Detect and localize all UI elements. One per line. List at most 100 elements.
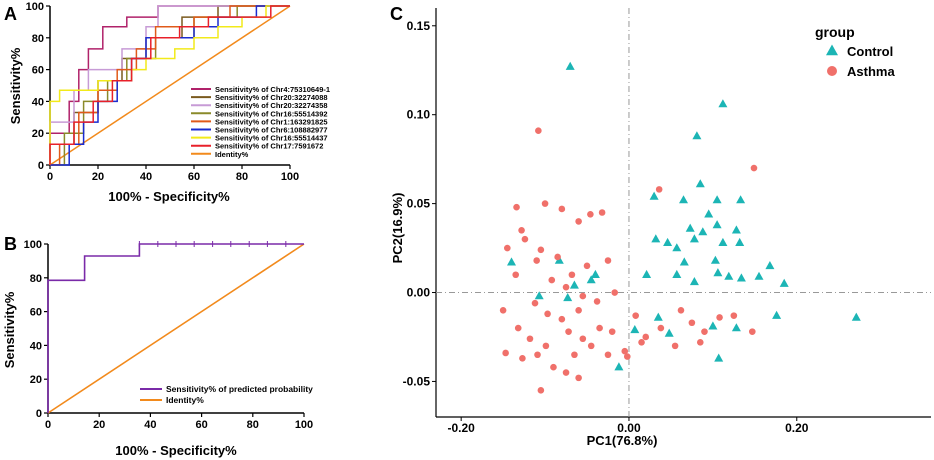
control-point	[712, 195, 722, 204]
control-point	[736, 273, 746, 282]
asthma-point	[531, 299, 539, 307]
legend-label: Identity%	[215, 150, 249, 159]
control-point	[714, 353, 724, 362]
asthma-point	[542, 342, 550, 350]
y-tick-label: 20	[30, 374, 42, 386]
asthma-point	[565, 328, 572, 335]
asthma-point	[623, 353, 631, 360]
roc-curve	[47, 243, 305, 414]
control-point	[736, 195, 746, 204]
x-tick-label: 100	[295, 419, 313, 431]
legend-label: Sensitivity% of Chr4:75310649-1	[215, 85, 330, 94]
asthma-point	[499, 307, 507, 314]
panel-label-a: A	[4, 4, 17, 24]
asthma-point	[632, 312, 639, 319]
asthma-point	[611, 289, 619, 296]
ylabel-c: PC2(16.9%)	[390, 193, 405, 264]
legend-swatch	[826, 44, 838, 56]
legend-label: Control	[847, 44, 893, 59]
control-point	[679, 195, 688, 204]
roc-chart-a: Sensitivity% 100% - Specificity% 0 20 40 60…	[8, 1, 330, 204]
asthma-point	[513, 203, 520, 211]
asthma-point	[642, 333, 650, 341]
ylabel-b: Sensitivity%	[2, 291, 17, 368]
x-tick-label: 20	[93, 419, 105, 431]
y-tick-label: -0.05	[403, 374, 431, 388]
y-tick-label: 20	[32, 128, 44, 140]
legend-label: Sensitivity% of Chr20:32274088	[215, 93, 328, 102]
asthma-point	[608, 328, 616, 335]
control-point	[590, 269, 600, 278]
control-point	[713, 268, 723, 277]
asthma-point	[579, 292, 587, 300]
control-point	[779, 278, 789, 287]
legend-label: Sensitivity% of Chr16:55514437	[215, 134, 328, 143]
asthma-point	[579, 335, 587, 343]
control-point	[692, 131, 702, 140]
y-tick-label: 0	[36, 408, 42, 420]
y-tick-label: 0.05	[407, 197, 431, 211]
control-point	[731, 323, 741, 332]
legend-label: Asthma	[847, 64, 895, 79]
control-point	[507, 257, 516, 266]
x-tick-label: 60	[195, 419, 207, 431]
asthma-point	[598, 209, 606, 216]
asthma-point	[562, 283, 570, 291]
asthma-point	[701, 328, 708, 335]
asthma-point	[558, 315, 566, 323]
y-tick-label: 0.00	[407, 286, 431, 300]
asthma-point	[657, 324, 665, 332]
x-tick-label: 0	[47, 171, 53, 183]
control-point	[630, 325, 640, 334]
asthma-point	[548, 276, 556, 284]
asthma-point	[568, 271, 576, 279]
y-tick-label: 40	[32, 96, 44, 108]
y-tick-label: 100	[24, 239, 42, 251]
asthma-point	[533, 257, 540, 264]
legend-label: Identity%	[166, 395, 204, 405]
asthma-point	[671, 342, 679, 350]
control-point	[708, 321, 718, 330]
asthma-point	[575, 374, 582, 382]
xlabel-a: 100% - Specificity%	[108, 189, 230, 204]
roc-curve	[49, 5, 291, 166]
asthma-point	[537, 246, 545, 254]
control-point	[754, 271, 764, 280]
asthma-point	[519, 355, 526, 362]
control-point	[765, 261, 775, 270]
asthma-point	[514, 324, 522, 332]
asthma-point	[750, 164, 758, 172]
asthma-point	[535, 127, 542, 134]
control-point	[710, 255, 720, 264]
control-point	[851, 312, 861, 321]
control-point	[712, 220, 722, 229]
asthma-point	[562, 369, 570, 376]
asthma-point	[502, 349, 509, 357]
x-tick-label: 80	[247, 419, 259, 431]
x-tick-label: 0.20	[785, 421, 809, 435]
asthma-point	[716, 314, 723, 321]
asthma-point	[558, 205, 566, 213]
panel-label-b: B	[4, 234, 17, 254]
asthma-point	[604, 257, 612, 264]
x-tick-label: 40	[144, 419, 156, 431]
asthma-point	[587, 342, 595, 350]
legend-title-c: group	[815, 24, 855, 40]
control-point	[672, 243, 682, 252]
asthma-point	[638, 339, 645, 346]
asthma-point	[526, 335, 534, 343]
control-point	[563, 293, 573, 302]
x-tick-label: 100	[281, 171, 299, 183]
control-point	[731, 225, 741, 234]
y-tick-label: 80	[32, 33, 44, 45]
asthma-point	[596, 324, 603, 332]
control-point	[586, 275, 596, 284]
legend-label: Sensitivity% of Chr6:108882977	[215, 126, 328, 135]
control-point	[672, 269, 682, 278]
asthma-point	[748, 328, 756, 335]
asthma-point	[655, 186, 663, 193]
asthma-point	[544, 310, 551, 318]
y-tick-label: 0.15	[407, 19, 431, 33]
asthma-point	[512, 271, 520, 279]
control-point	[689, 234, 699, 243]
